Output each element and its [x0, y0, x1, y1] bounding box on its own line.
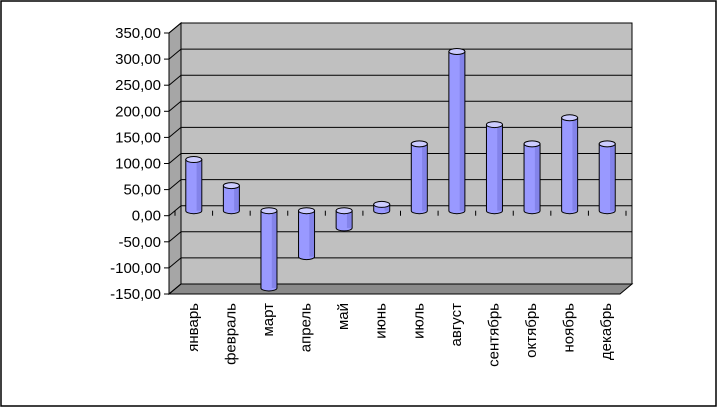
y-tick-label: 150,00 [115, 129, 161, 146]
gridline-side [168, 74, 182, 86]
bar [373, 200, 391, 215]
bar-shade [271, 210, 277, 288]
bar-cap [222, 182, 240, 190]
bar [523, 140, 541, 215]
x-tick-label: январь [185, 303, 202, 352]
bar-cap [485, 121, 503, 129]
x-tick-label: ноябрь [561, 303, 578, 353]
bar-shade [346, 210, 352, 228]
gridline-side [168, 127, 182, 138]
y-tick-label: 300,00 [115, 51, 161, 68]
bar-shade [459, 51, 465, 211]
gridline-side [168, 100, 182, 112]
floor [167, 283, 634, 295]
x-tick-label: декабрь [598, 303, 615, 360]
bar [185, 156, 203, 215]
gridline-side [168, 22, 182, 34]
gridline-side [168, 283, 182, 295]
y-tick-label: 50,00 [123, 182, 161, 199]
x-tick-label: август [448, 303, 465, 347]
x-tick-label: март [260, 303, 277, 337]
bar-body [222, 185, 240, 215]
bar-shade [384, 204, 390, 211]
y-axis-ticks: 350,00 300,00 250,00 200,00 150,00 100,00 50,0… [110, 25, 170, 303]
y-tick-label: 0,00 [132, 208, 161, 225]
bar-cap [298, 207, 316, 215]
bar-cap [448, 47, 466, 55]
bar [598, 140, 616, 215]
bar-shade [572, 117, 578, 211]
bar-shade [534, 143, 540, 211]
y-tick-label: -100,00 [110, 260, 161, 277]
bar-shade [309, 210, 315, 257]
bar-body [523, 143, 541, 215]
x-tick-label: октябрь [523, 303, 540, 358]
x-tick-label: июль [410, 303, 427, 339]
gridlines [168, 22, 632, 295]
x-tick-label: сентябрь [485, 303, 502, 367]
bar-cap [373, 200, 391, 208]
bar-body [260, 210, 278, 292]
x-tick-label: апрель [298, 303, 315, 352]
y-tick-label: 250,00 [115, 77, 161, 94]
y-tick-label: 100,00 [115, 156, 161, 173]
x-tick-label: май [335, 303, 352, 330]
y-tick-label: 200,00 [115, 103, 161, 120]
gridline-side [168, 179, 182, 190]
bar [222, 182, 240, 215]
bar-shade [196, 159, 202, 211]
bar-shade [497, 124, 503, 211]
bar-cap [185, 156, 203, 164]
bar [410, 140, 428, 215]
gridline-side [168, 153, 182, 164]
x-tick-label: июнь [373, 303, 390, 339]
gridline-side [168, 231, 182, 243]
bar [561, 114, 579, 215]
bar-cap [335, 207, 353, 215]
bar-body [561, 117, 579, 215]
bar-body [598, 143, 616, 215]
bar-cap [410, 140, 428, 148]
y-tick-label: -150,00 [110, 286, 161, 303]
bar-shade [234, 185, 239, 211]
gridline-side [168, 48, 182, 60]
bar [485, 121, 503, 215]
bar-cap [561, 114, 579, 122]
bar-cap [260, 207, 278, 215]
bar-body [485, 124, 503, 215]
bar-cap [523, 140, 541, 148]
x-axis-labels: январь февраль март апрель май июнь июль август… [185, 303, 615, 367]
bar-body [448, 50, 466, 215]
bar [298, 207, 316, 261]
bar [448, 47, 466, 215]
y-tick-label: 350,00 [115, 25, 161, 42]
bar-body [335, 210, 353, 232]
bar-shade [610, 143, 615, 211]
x-tick-label: февраль [222, 303, 239, 365]
y-tick-label: -50,00 [118, 234, 161, 251]
bar [335, 207, 353, 232]
gridline-side [168, 257, 182, 269]
bar-body [410, 143, 428, 215]
bar-body [298, 210, 316, 261]
bar-cap [598, 140, 616, 148]
bar-shade [422, 143, 427, 211]
bar-body [185, 159, 203, 215]
bars [185, 47, 616, 292]
bar [260, 207, 278, 292]
